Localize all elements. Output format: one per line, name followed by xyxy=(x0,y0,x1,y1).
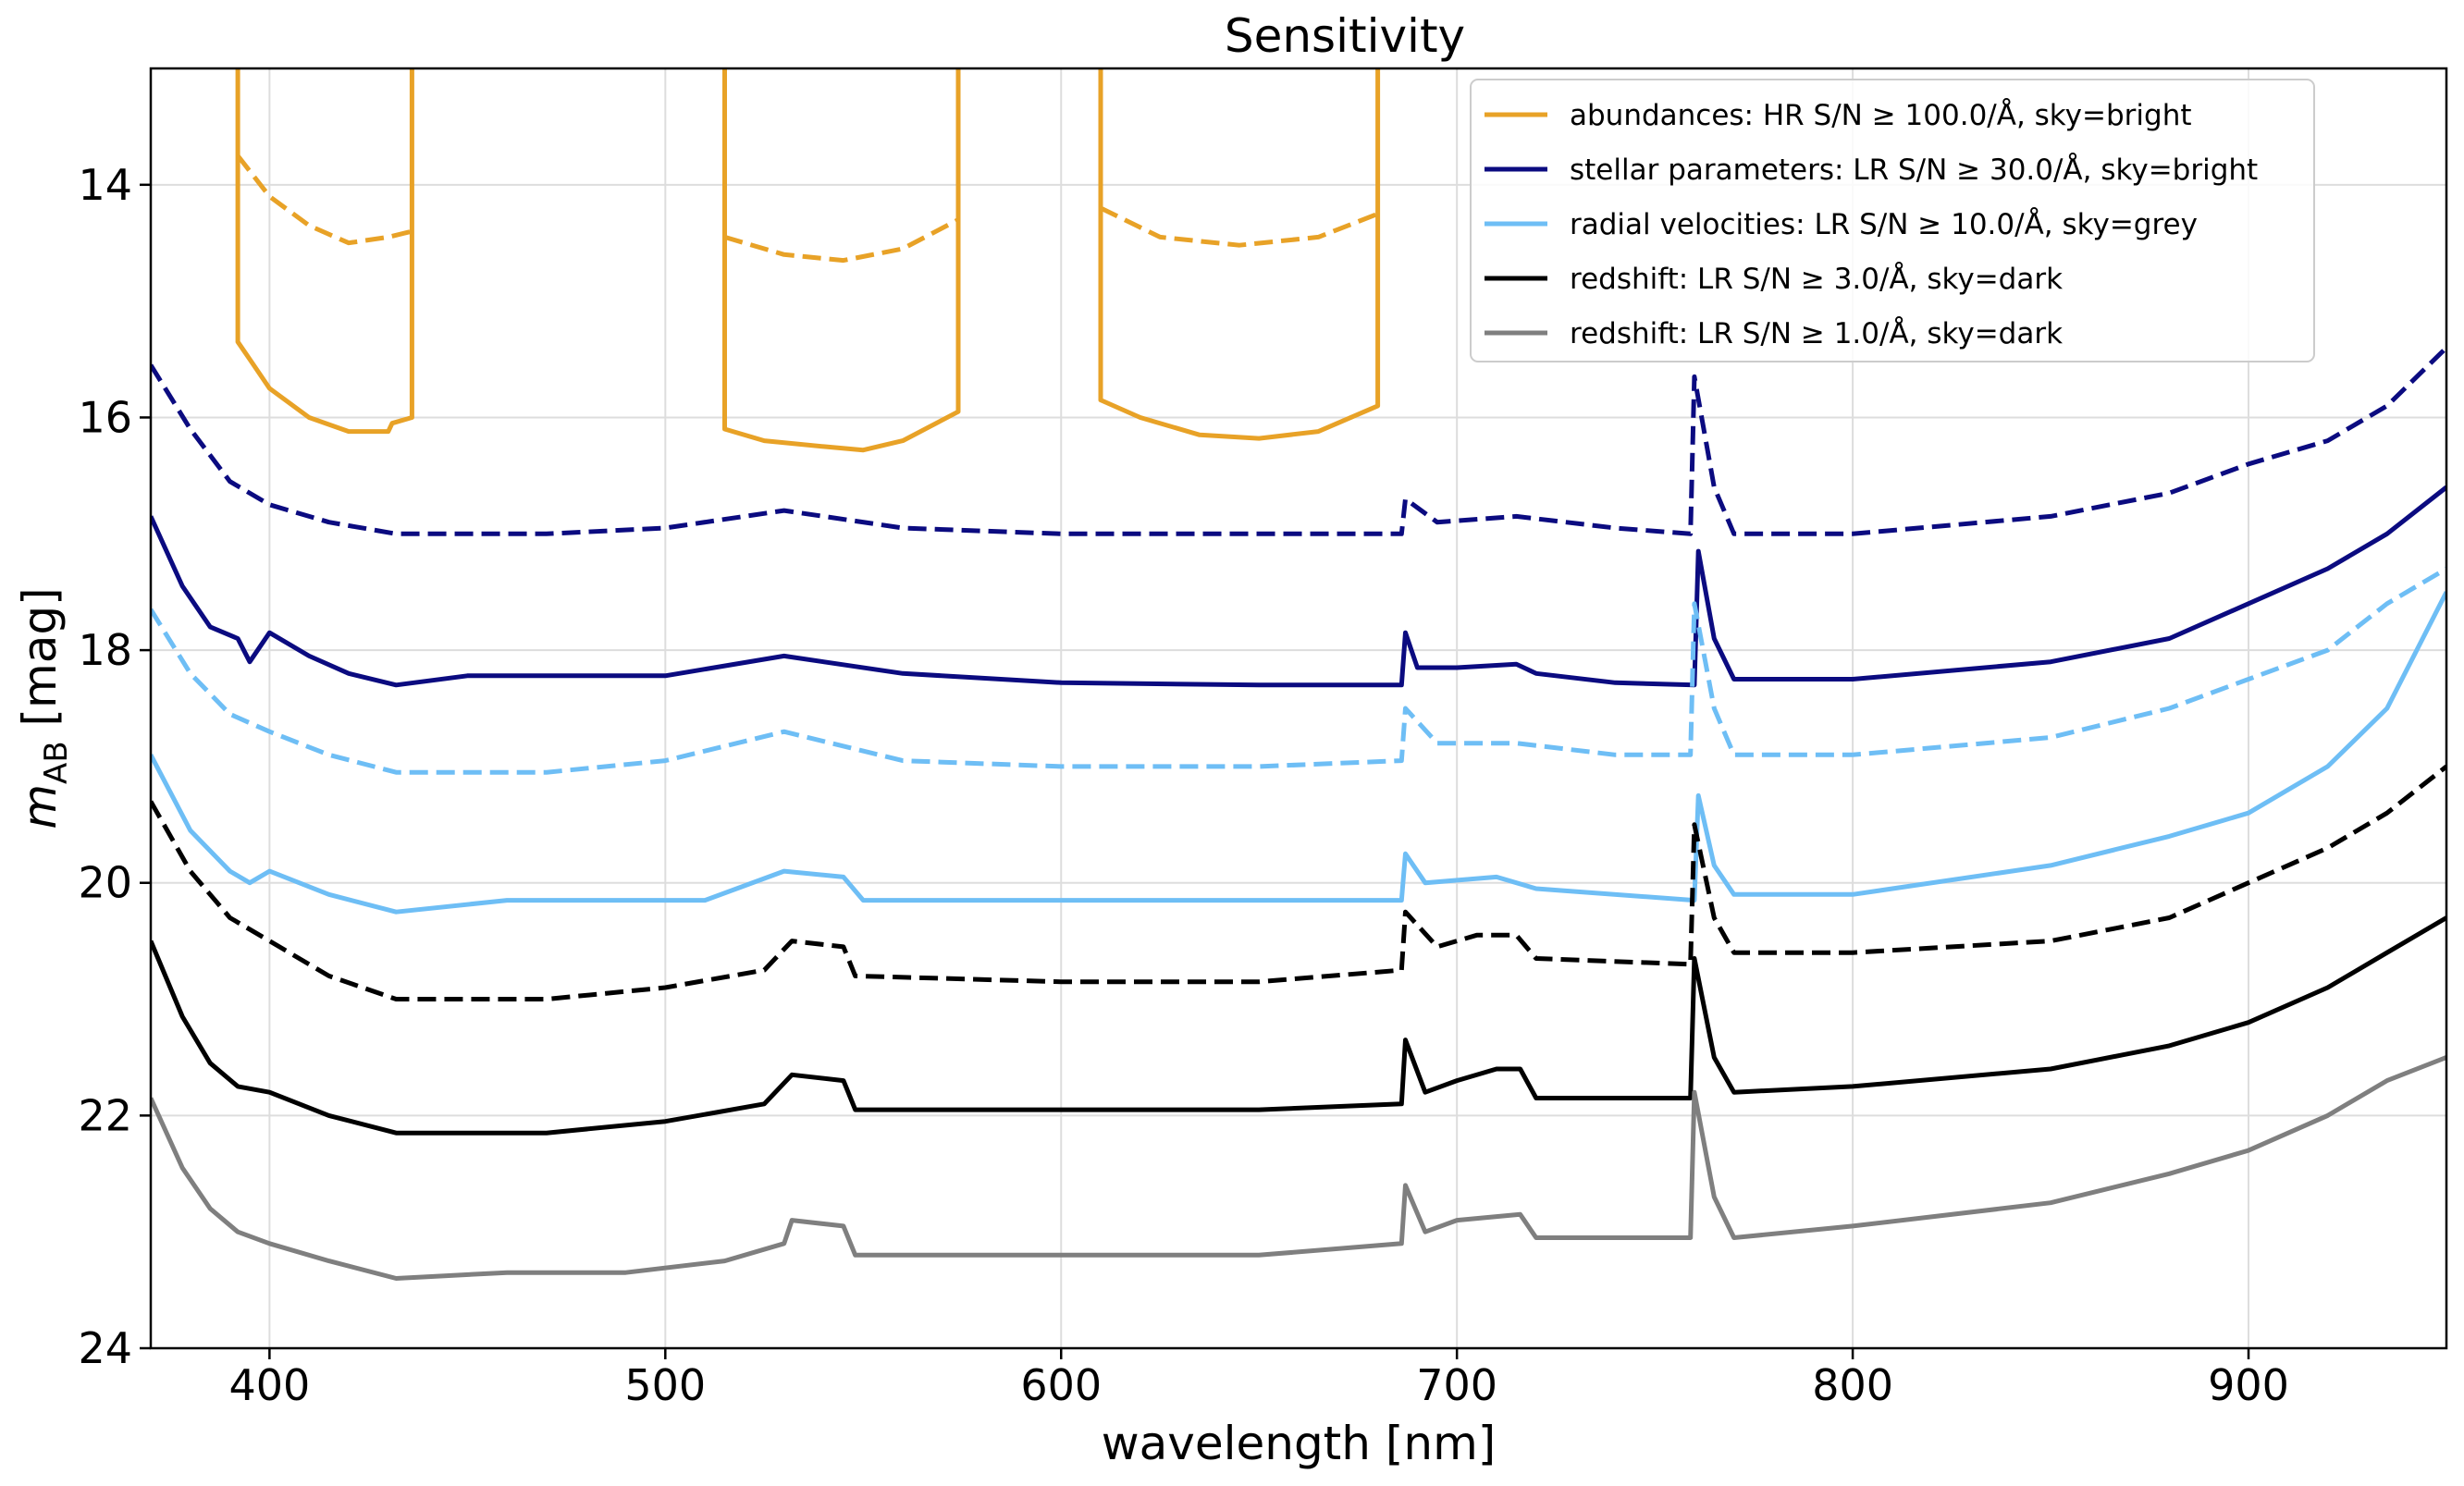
x-tick-label: 600 xyxy=(1020,1360,1102,1410)
x-tick-label: 800 xyxy=(1812,1360,1893,1410)
y-axis-label-unit: [mag] xyxy=(13,587,67,741)
y-axis-label-main: m xyxy=(13,784,67,829)
series-line-0 xyxy=(235,68,414,435)
series-line-0 xyxy=(1098,68,1381,441)
legend-label-4: redshift: LR S/N ≥ 1.0/Å, sky=dark xyxy=(1570,317,2063,350)
series-line-7 xyxy=(151,764,2446,1001)
x-tick-label: 700 xyxy=(1416,1360,1497,1410)
y-tick-label: 16 xyxy=(78,392,132,442)
legend-label-2: radial velocities: LR S/N ≥ 10.0/Å, sky=… xyxy=(1570,208,2198,241)
y-tick-label: 24 xyxy=(78,1323,132,1373)
series-line-6 xyxy=(151,915,2446,1136)
series-line-1 xyxy=(236,154,413,246)
plot-series xyxy=(151,68,2446,1281)
legend-label-0: abundances: HR S/N ≥ 100.0/Å, sky=bright xyxy=(1570,99,2192,132)
chart-title: Sensitivity xyxy=(1225,9,1465,63)
x-tick-label: 500 xyxy=(624,1360,706,1410)
series-line-3 xyxy=(151,346,2446,536)
series-line-1 xyxy=(1099,205,1379,248)
series-line-5 xyxy=(151,566,2446,775)
series-line-1 xyxy=(723,217,960,264)
legend: abundances: HR S/N ≥ 100.0/Å, sky=bright… xyxy=(1470,79,2315,362)
series-line-8 xyxy=(151,1055,2446,1281)
legend-box xyxy=(1470,79,2315,362)
legend-label-1: stellar parameters: LR S/N ≥ 30.0/Å, sky… xyxy=(1570,154,2258,187)
y-tick-label: 18 xyxy=(78,625,132,675)
series-line-4 xyxy=(151,591,2446,915)
legend-label-3: redshift: LR S/N ≥ 3.0/Å, sky=dark xyxy=(1570,263,2063,296)
x-axis-label: wavelength [nm] xyxy=(1102,1417,1497,1470)
series-line-0 xyxy=(722,68,961,453)
series-line-2 xyxy=(151,485,2446,688)
y-axis-label-sub: AB xyxy=(38,741,75,784)
y-axis-ticks: 14 16 18 20 22 24 xyxy=(78,160,151,1373)
y-tick-label: 20 xyxy=(78,858,132,908)
x-tick-label: 400 xyxy=(228,1360,310,1410)
x-tick-label: 900 xyxy=(2208,1360,2289,1410)
y-axis-label: mAB [mag] xyxy=(13,587,75,829)
y-tick-label: 14 xyxy=(78,160,132,210)
plot-frame xyxy=(149,67,2448,1350)
y-tick-label: 22 xyxy=(78,1090,132,1140)
x-axis-ticks: 400 500 600 700 800 900 xyxy=(228,1348,2289,1410)
